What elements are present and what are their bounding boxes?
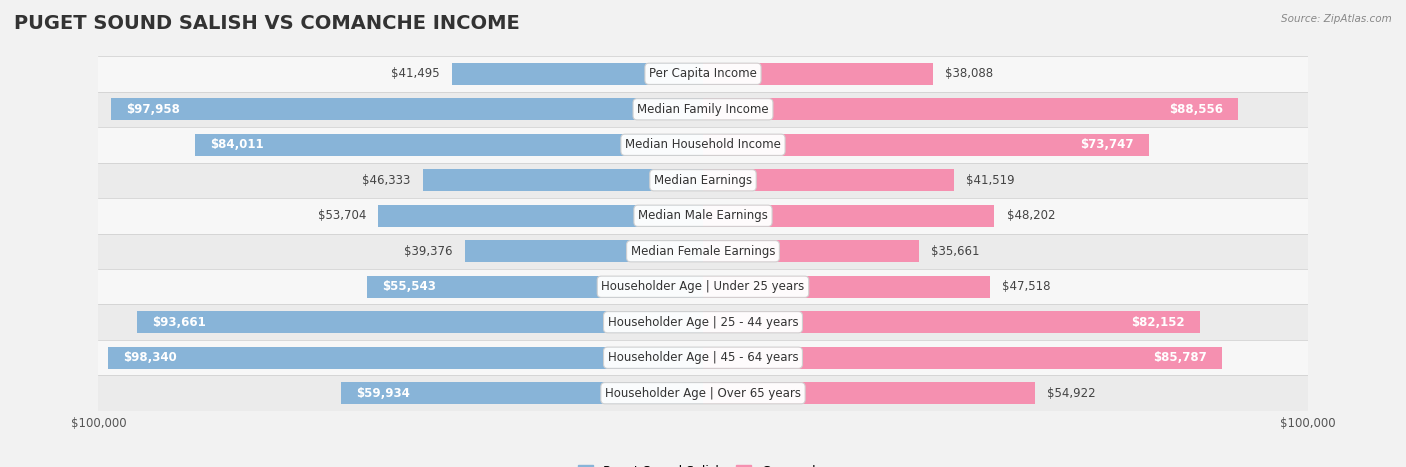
Bar xyxy=(703,276,990,298)
Legend: Puget Sound Salish, Comanche: Puget Sound Salish, Comanche xyxy=(574,460,832,467)
Text: $84,011: $84,011 xyxy=(211,138,264,151)
Bar xyxy=(98,304,1308,340)
Text: $46,333: $46,333 xyxy=(363,174,411,187)
Bar xyxy=(98,56,1308,92)
Text: $54,922: $54,922 xyxy=(1047,387,1095,400)
Bar xyxy=(703,134,1149,156)
Text: Median Family Income: Median Family Income xyxy=(637,103,769,116)
Text: Median Household Income: Median Household Income xyxy=(626,138,780,151)
Bar xyxy=(703,98,1239,120)
Bar xyxy=(98,340,1308,375)
Bar xyxy=(703,169,955,191)
Text: $48,202: $48,202 xyxy=(1007,209,1054,222)
Text: $38,088: $38,088 xyxy=(945,67,994,80)
Bar xyxy=(98,375,1308,411)
Text: $39,376: $39,376 xyxy=(405,245,453,258)
Bar xyxy=(367,276,703,298)
Text: $82,152: $82,152 xyxy=(1130,316,1185,329)
Bar xyxy=(98,269,1308,304)
Bar xyxy=(98,127,1308,163)
Text: Median Female Earnings: Median Female Earnings xyxy=(631,245,775,258)
Bar xyxy=(703,311,1199,333)
Text: Householder Age | 25 - 44 years: Householder Age | 25 - 44 years xyxy=(607,316,799,329)
Text: $47,518: $47,518 xyxy=(1002,280,1050,293)
Text: PUGET SOUND SALISH VS COMANCHE INCOME: PUGET SOUND SALISH VS COMANCHE INCOME xyxy=(14,14,520,33)
Text: $88,556: $88,556 xyxy=(1170,103,1223,116)
Bar xyxy=(465,240,703,262)
Bar xyxy=(378,205,703,227)
Text: $93,661: $93,661 xyxy=(152,316,205,329)
Bar xyxy=(136,311,703,333)
Text: $98,340: $98,340 xyxy=(124,351,177,364)
Text: $55,543: $55,543 xyxy=(382,280,436,293)
Text: $41,519: $41,519 xyxy=(966,174,1015,187)
Text: $85,787: $85,787 xyxy=(1153,351,1206,364)
Bar xyxy=(703,63,934,85)
Bar xyxy=(108,347,703,369)
Bar xyxy=(98,163,1308,198)
Text: Median Earnings: Median Earnings xyxy=(654,174,752,187)
Text: $53,704: $53,704 xyxy=(318,209,366,222)
Text: Householder Age | Under 25 years: Householder Age | Under 25 years xyxy=(602,280,804,293)
Text: $35,661: $35,661 xyxy=(931,245,979,258)
Text: Median Male Earnings: Median Male Earnings xyxy=(638,209,768,222)
Text: Householder Age | Over 65 years: Householder Age | Over 65 years xyxy=(605,387,801,400)
Bar xyxy=(98,92,1308,127)
Text: Per Capita Income: Per Capita Income xyxy=(650,67,756,80)
Text: Householder Age | 45 - 64 years: Householder Age | 45 - 64 years xyxy=(607,351,799,364)
Bar xyxy=(703,347,1222,369)
Bar xyxy=(703,205,994,227)
Bar xyxy=(98,234,1308,269)
Text: $41,495: $41,495 xyxy=(391,67,440,80)
Bar xyxy=(703,382,1035,404)
Bar xyxy=(111,98,703,120)
Text: $59,934: $59,934 xyxy=(356,387,409,400)
Text: $73,747: $73,747 xyxy=(1080,138,1133,151)
Bar xyxy=(195,134,703,156)
Text: Source: ZipAtlas.com: Source: ZipAtlas.com xyxy=(1281,14,1392,24)
Text: $97,958: $97,958 xyxy=(127,103,180,116)
Bar xyxy=(98,198,1308,234)
Bar xyxy=(453,63,703,85)
Bar xyxy=(703,240,918,262)
Bar xyxy=(423,169,703,191)
Bar xyxy=(340,382,703,404)
